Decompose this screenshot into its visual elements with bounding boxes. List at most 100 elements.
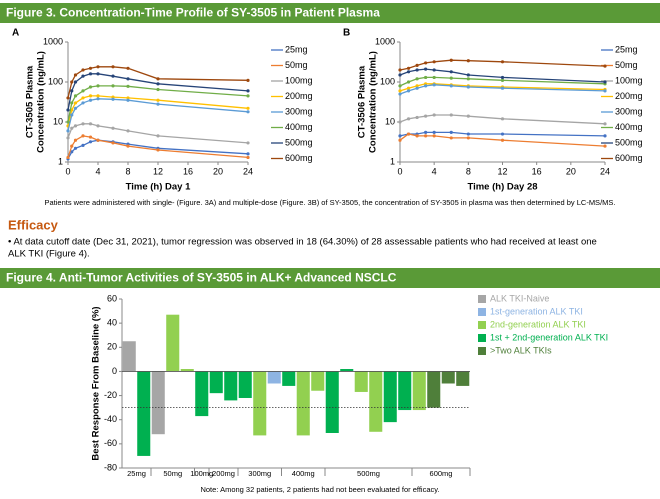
data-point xyxy=(66,155,70,160)
legend-label: 1st + 2nd-generation ALK TKI xyxy=(490,332,608,342)
data-point xyxy=(96,124,100,128)
data-point xyxy=(81,96,85,100)
legend-label: 400mg xyxy=(615,122,643,132)
bar xyxy=(325,371,339,433)
data-point xyxy=(81,68,85,72)
x-tick-label: 12 xyxy=(497,166,507,176)
data-point xyxy=(415,84,419,88)
data-point xyxy=(88,140,93,144)
data-point xyxy=(88,94,93,98)
data-point xyxy=(398,134,402,138)
data-point xyxy=(111,84,115,88)
data-point xyxy=(126,77,130,81)
data-point xyxy=(406,80,411,84)
data-point xyxy=(466,136,470,140)
data-point xyxy=(603,134,607,138)
data-point xyxy=(406,89,411,93)
efficacy-line: ALK TKI (Figure 4). xyxy=(8,249,90,260)
efficacy-line: • At data cutoff date (Dec 31, 2021), tu… xyxy=(8,237,597,248)
x-tick-label: 0 xyxy=(397,166,402,176)
data-point xyxy=(111,126,115,130)
data-point xyxy=(73,138,78,142)
data-point xyxy=(73,124,78,128)
data-point xyxy=(500,60,505,64)
figure4-title: Figure 4. Anti-Tumor Activities of SY-35… xyxy=(6,271,397,285)
y-tick-label: 100 xyxy=(48,76,63,86)
panel-label: B xyxy=(343,28,350,39)
bar xyxy=(166,314,180,372)
y-tick-label: 100 xyxy=(380,76,395,86)
bar xyxy=(383,371,397,423)
x-tick-label: 0 xyxy=(65,166,70,176)
dose-group-label: 25mg xyxy=(127,469,146,478)
data-point xyxy=(73,101,78,105)
x-tick-label: 8 xyxy=(125,166,130,176)
data-point xyxy=(415,134,419,138)
legend-label: 200mg xyxy=(615,91,643,101)
legend-label: 100mg xyxy=(285,75,313,85)
y-tick-label: 20 xyxy=(107,342,117,352)
data-point xyxy=(88,66,93,70)
figure4-banner xyxy=(0,268,660,288)
data-point xyxy=(66,129,70,133)
data-point xyxy=(398,68,402,72)
data-point xyxy=(81,134,85,138)
figure3-title: Figure 3. Concentration-Time Profile of … xyxy=(6,6,380,20)
data-point xyxy=(603,89,607,93)
data-point xyxy=(500,117,505,121)
data-point xyxy=(415,68,419,72)
legend-label: 100mg xyxy=(615,75,643,85)
data-point xyxy=(449,136,453,140)
data-point xyxy=(415,77,419,81)
data-point xyxy=(126,96,130,100)
data-point xyxy=(70,144,74,148)
data-point xyxy=(111,141,115,145)
data-point xyxy=(424,67,428,71)
data-point xyxy=(156,87,160,92)
y-tick-label: 1000 xyxy=(43,36,63,46)
dose-group-label: 50mg xyxy=(163,469,182,478)
bar xyxy=(267,371,281,384)
data-point xyxy=(70,113,74,117)
data-point xyxy=(449,113,453,117)
data-point xyxy=(126,84,130,88)
data-point xyxy=(449,84,453,88)
y-tick-label: 1 xyxy=(390,156,395,166)
dose-group-label: 300mg xyxy=(248,469,271,478)
data-point xyxy=(449,70,453,74)
y-axis-title: Concentration (ng/mL) xyxy=(36,51,47,153)
legend-label: 300mg xyxy=(285,106,313,116)
data-point xyxy=(398,84,402,88)
series-line xyxy=(67,73,249,111)
data-point xyxy=(406,66,411,70)
bar xyxy=(209,371,223,394)
x-tick-label: 8 xyxy=(466,166,471,176)
legend-label: 400mg xyxy=(285,122,313,132)
data-point xyxy=(246,94,250,98)
figure3-banner xyxy=(0,3,660,23)
data-point xyxy=(96,65,100,69)
bar xyxy=(122,341,136,372)
y-axis-title: CT-3505 Plasma xyxy=(25,65,36,138)
x-tick-label: 24 xyxy=(600,166,610,176)
legend-label: ALK TKI-Naive xyxy=(490,293,549,303)
data-point xyxy=(424,114,428,118)
data-point xyxy=(156,82,160,86)
y-tick-label: 40 xyxy=(107,318,117,328)
legend-swatch xyxy=(478,308,486,316)
legend-label: 300mg xyxy=(615,106,643,116)
bar xyxy=(340,369,354,372)
data-point xyxy=(156,134,160,138)
y-tick-label: 1 xyxy=(58,156,63,166)
series-line xyxy=(67,95,249,127)
series-line xyxy=(67,66,249,99)
data-point xyxy=(398,73,402,77)
legend-label: 600mg xyxy=(285,153,313,163)
legend-swatch xyxy=(478,321,486,329)
bar xyxy=(311,371,325,391)
x-axis-title: Time (h) Day 1 xyxy=(126,182,191,193)
data-point xyxy=(81,74,85,78)
bar xyxy=(369,371,383,432)
y-axis-title: Best Response From Baseline (%) xyxy=(91,306,102,460)
